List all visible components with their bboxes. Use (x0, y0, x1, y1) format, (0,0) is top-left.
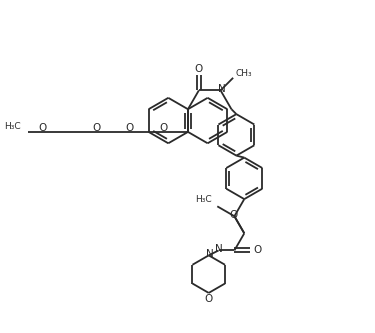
Text: O: O (205, 294, 213, 304)
Text: N: N (217, 84, 225, 94)
Text: H₃C: H₃C (195, 195, 211, 204)
Text: O: O (126, 123, 134, 133)
Text: N: N (215, 244, 222, 254)
Text: O: O (92, 123, 100, 133)
Text: O: O (195, 64, 203, 74)
Text: O: O (229, 210, 237, 220)
Text: O: O (159, 123, 167, 133)
Text: N: N (206, 249, 214, 259)
Text: H₃C: H₃C (4, 123, 21, 132)
Text: CH₃: CH₃ (236, 69, 252, 78)
Text: O: O (253, 245, 261, 255)
Text: O: O (39, 123, 47, 133)
